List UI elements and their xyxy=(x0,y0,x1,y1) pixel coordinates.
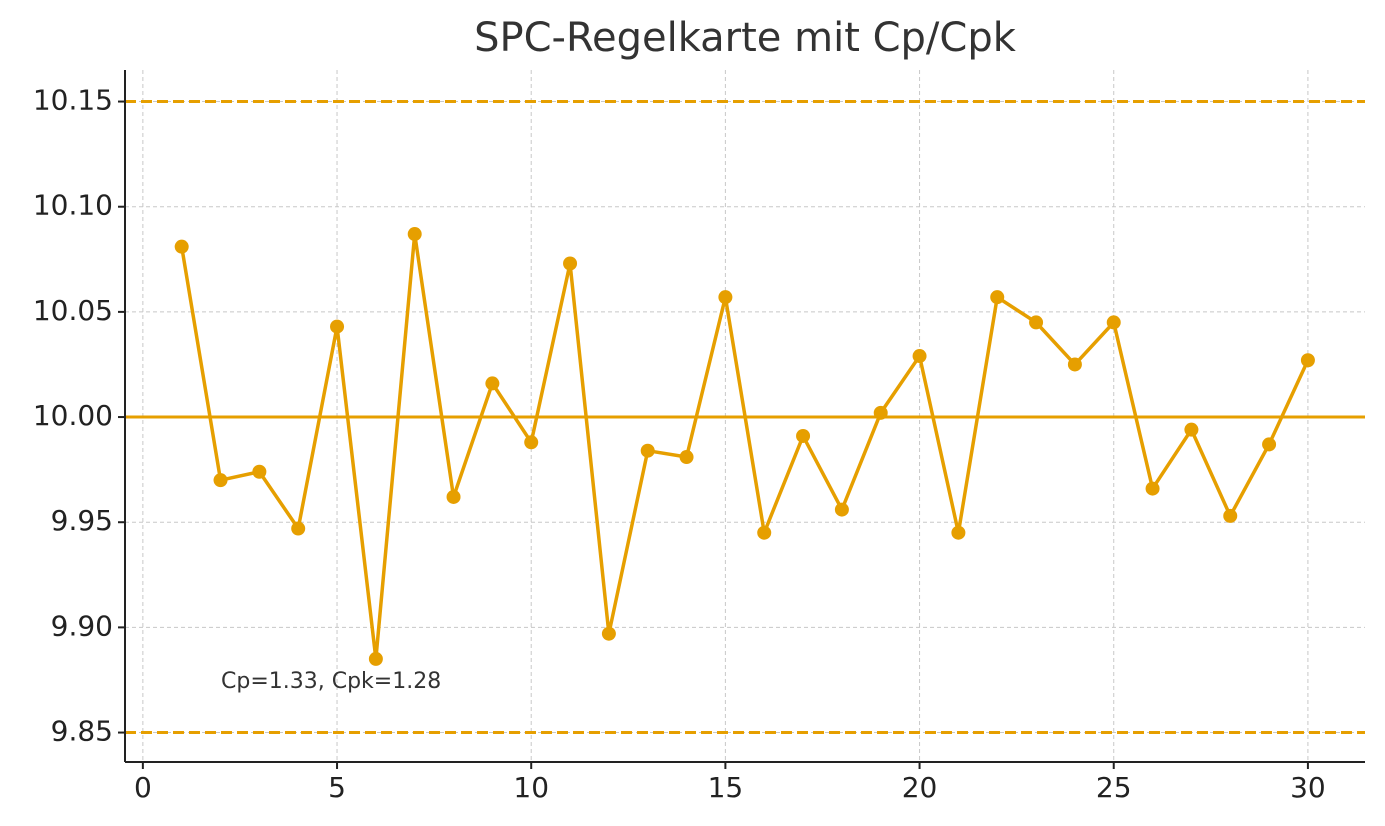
y-tick-label: 10.15 xyxy=(33,84,113,117)
data-point xyxy=(407,227,422,242)
data-point xyxy=(524,435,539,450)
data-point xyxy=(368,651,383,666)
data-point xyxy=(951,525,966,540)
y-tick-label: 10.05 xyxy=(33,294,113,327)
data-point xyxy=(912,349,927,364)
data-point xyxy=(796,428,811,443)
data-point xyxy=(1067,357,1082,372)
data-point xyxy=(1145,481,1160,496)
x-tick-label: 20 xyxy=(902,771,938,804)
data-point xyxy=(718,290,733,305)
y-tick-label: 9.85 xyxy=(51,715,113,748)
x-tick-label: 0 xyxy=(134,771,152,804)
data-point xyxy=(291,521,306,536)
y-tick-label: 9.90 xyxy=(51,609,113,642)
data-point xyxy=(446,489,461,504)
data-point xyxy=(1223,508,1238,523)
annotation: Cp=1.33, Cpk=1.28 xyxy=(221,669,441,694)
data-point xyxy=(601,626,616,641)
data-point xyxy=(1029,315,1044,330)
data-point xyxy=(1300,353,1315,368)
data-point xyxy=(563,256,578,271)
data-point xyxy=(1184,422,1199,437)
chart-title: SPC-Regelkarte mit Cp/Cpk xyxy=(474,15,1017,61)
data-point xyxy=(485,376,500,391)
x-tick-label: 10 xyxy=(513,771,549,804)
x-tick-label: 5 xyxy=(328,771,346,804)
data-point xyxy=(990,290,1005,305)
data-point xyxy=(1106,315,1121,330)
y-tick-label: 9.95 xyxy=(51,504,113,537)
data-point xyxy=(174,239,189,254)
x-tick-label: 15 xyxy=(708,771,744,804)
data-point xyxy=(873,405,888,420)
data-point xyxy=(330,319,345,334)
data-point xyxy=(213,473,228,488)
data-point xyxy=(757,525,772,540)
data-point xyxy=(640,443,655,458)
x-tick-label: 30 xyxy=(1290,771,1326,804)
y-tick-label: 10.10 xyxy=(33,189,113,222)
data-point xyxy=(679,450,694,465)
data-line xyxy=(179,233,1310,660)
x-tick-label: 25 xyxy=(1096,771,1132,804)
data-point xyxy=(252,464,267,479)
data-point xyxy=(1262,437,1277,452)
data-point xyxy=(834,502,849,517)
y-tick-label: 10.00 xyxy=(33,399,113,432)
